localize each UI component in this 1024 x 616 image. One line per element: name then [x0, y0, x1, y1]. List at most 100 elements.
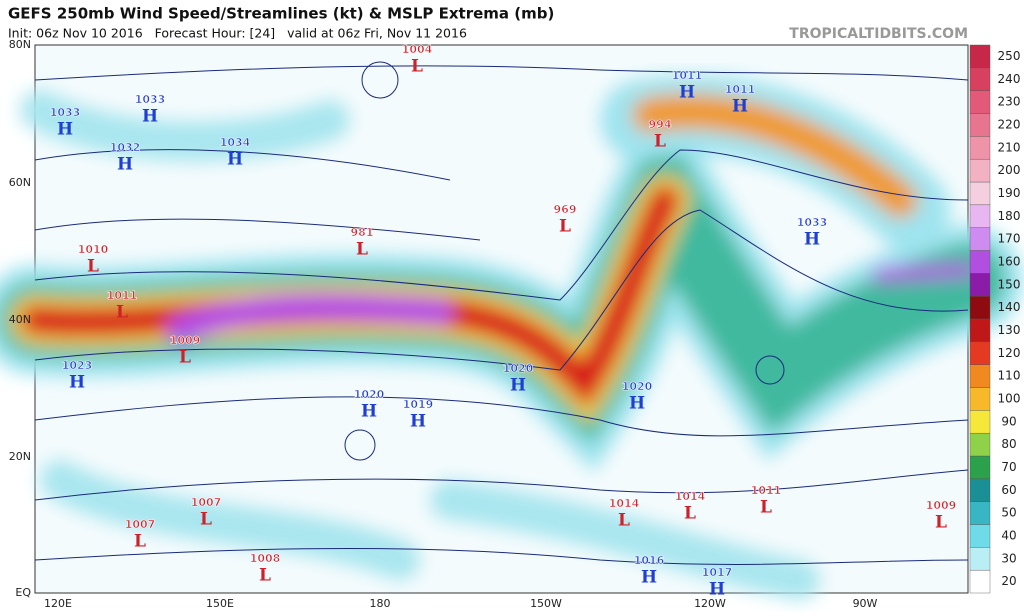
colorbar-swatch	[969, 295, 991, 320]
colorbar-label: 60	[1001, 483, 1016, 497]
streamlines	[34, 61, 969, 565]
pressure-symbol: L	[356, 240, 368, 260]
colorbar-swatch	[969, 90, 991, 114]
colorbar-swatch	[969, 547, 991, 571]
pressure-symbol: L	[618, 511, 630, 531]
pressure-symbol: H	[679, 83, 695, 103]
colorbar-swatch	[969, 227, 991, 251]
labels: 80N 60N 40N 20N EQ 120E 150E 180 150W 120W 90W 1033…	[9, 38, 1021, 610]
pressure-symbol: H	[227, 150, 243, 170]
pressure-symbol: H	[641, 568, 657, 588]
map	[0, 44, 1023, 600]
lon-label: 150E	[206, 597, 234, 610]
colorbar-swatch	[969, 341, 991, 365]
colorbar-swatch	[969, 67, 991, 91]
colorbar-label: 20	[1001, 574, 1016, 588]
colorbar-label: 160	[998, 254, 1021, 268]
lat-label: 80N	[9, 38, 31, 51]
colorbar-swatch	[969, 136, 991, 160]
pressure-symbol: L	[134, 532, 146, 552]
pressure-symbol: H	[410, 412, 426, 432]
pressure-symbol: H	[732, 97, 748, 117]
colorbar-label: 240	[998, 72, 1021, 86]
colorbar-label: 130	[998, 323, 1021, 337]
pressure-value: 1011	[725, 83, 756, 96]
pressure-value: 1009	[926, 499, 957, 512]
pressure-symbol: L	[87, 257, 99, 277]
pressure-value: 1023	[62, 359, 93, 372]
pressure-value: 1011	[751, 484, 782, 497]
colorbar-label: 70	[1001, 460, 1016, 474]
colorbar-swatch	[969, 250, 991, 274]
colorbar-swatch	[969, 273, 991, 297]
colorbar-swatch	[969, 387, 991, 411]
pressure-value: 1032	[110, 141, 141, 154]
colorbar-label: 50	[1001, 506, 1016, 520]
lat-label: 40N	[9, 313, 31, 326]
pressure-symbol: H	[117, 155, 133, 175]
pressure-value: 1014	[675, 490, 706, 503]
colorbar-label: 220	[998, 117, 1021, 131]
pressure-symbol: L	[116, 303, 128, 323]
colorbar-swatch	[969, 501, 991, 525]
colorbar-swatch	[969, 569, 991, 594]
colorbar-label: 80	[1001, 437, 1016, 451]
pressure-value: 1004	[402, 43, 433, 56]
pressure-value: 1016	[634, 554, 665, 567]
colorbar-label: 30	[1001, 551, 1016, 565]
pressure-value: 1014	[609, 497, 640, 510]
colorbar-swatch	[969, 478, 991, 502]
colorbar-label: 150	[998, 277, 1021, 291]
colorbar-swatch	[969, 113, 991, 137]
lat-label: EQ	[15, 586, 31, 599]
colorbar-label: 180	[998, 209, 1021, 223]
lat-label: 60N	[9, 176, 31, 189]
colorbar-label: 90	[1001, 414, 1016, 428]
pressure-value: 1010	[78, 243, 109, 256]
pressure-value: 981	[351, 226, 374, 239]
pressure-value: 1033	[50, 106, 81, 119]
pressure-value: 1033	[797, 216, 828, 229]
lon-label: 90W	[853, 597, 878, 610]
colorbar-label: 140	[998, 300, 1021, 314]
lat-label: 20N	[9, 450, 31, 463]
colorbar-swatch	[969, 158, 991, 183]
colorbar-swatch	[969, 318, 991, 343]
lon-label: 120E	[44, 597, 72, 610]
pressure-value: 1020	[354, 388, 385, 401]
colorbar-label: 170	[998, 232, 1021, 246]
pressure-symbol: H	[629, 394, 645, 414]
pressure-symbol: H	[142, 107, 158, 127]
colorbar-label: 210	[998, 140, 1021, 154]
pressure-symbol: L	[259, 566, 271, 586]
colorbar-label: 190	[998, 186, 1021, 200]
subtitle: Init: 06z Nov 10 2016 Forecast Hour: [24…	[8, 26, 467, 41]
pressure-value: 1007	[125, 518, 156, 531]
colorbar-label: 100	[998, 391, 1021, 405]
pressure-value: 1007	[191, 496, 222, 509]
pressure-value: 1017	[702, 566, 733, 579]
pressure-symbol: H	[57, 120, 73, 140]
lon-label: 150W	[530, 597, 562, 610]
pressure-value: 1034	[220, 136, 251, 149]
pressure-value: 1011	[672, 69, 703, 82]
pressure-symbol: H	[709, 580, 725, 600]
pressure-symbol: H	[510, 376, 526, 396]
colorbar-label: 200	[998, 163, 1021, 177]
colorbar-label: 230	[998, 95, 1021, 109]
pressure-symbol: H	[804, 230, 820, 250]
pressure-symbol: L	[559, 217, 571, 237]
pressure-value: 1008	[250, 552, 281, 565]
pressure-symbol: L	[654, 132, 666, 152]
colorbar-swatch	[969, 524, 991, 548]
colorbar-swatch	[969, 44, 991, 69]
pressure-value: 969	[554, 203, 577, 216]
colorbar-swatch	[969, 432, 991, 457]
colorbar-swatch	[969, 410, 991, 434]
colorbar-swatch	[969, 455, 991, 480]
pressure-value: 1020	[622, 380, 653, 393]
pressure-value: 1019	[403, 398, 434, 411]
pressure-symbol: L	[684, 504, 696, 524]
colorbar-swatch	[969, 364, 991, 388]
